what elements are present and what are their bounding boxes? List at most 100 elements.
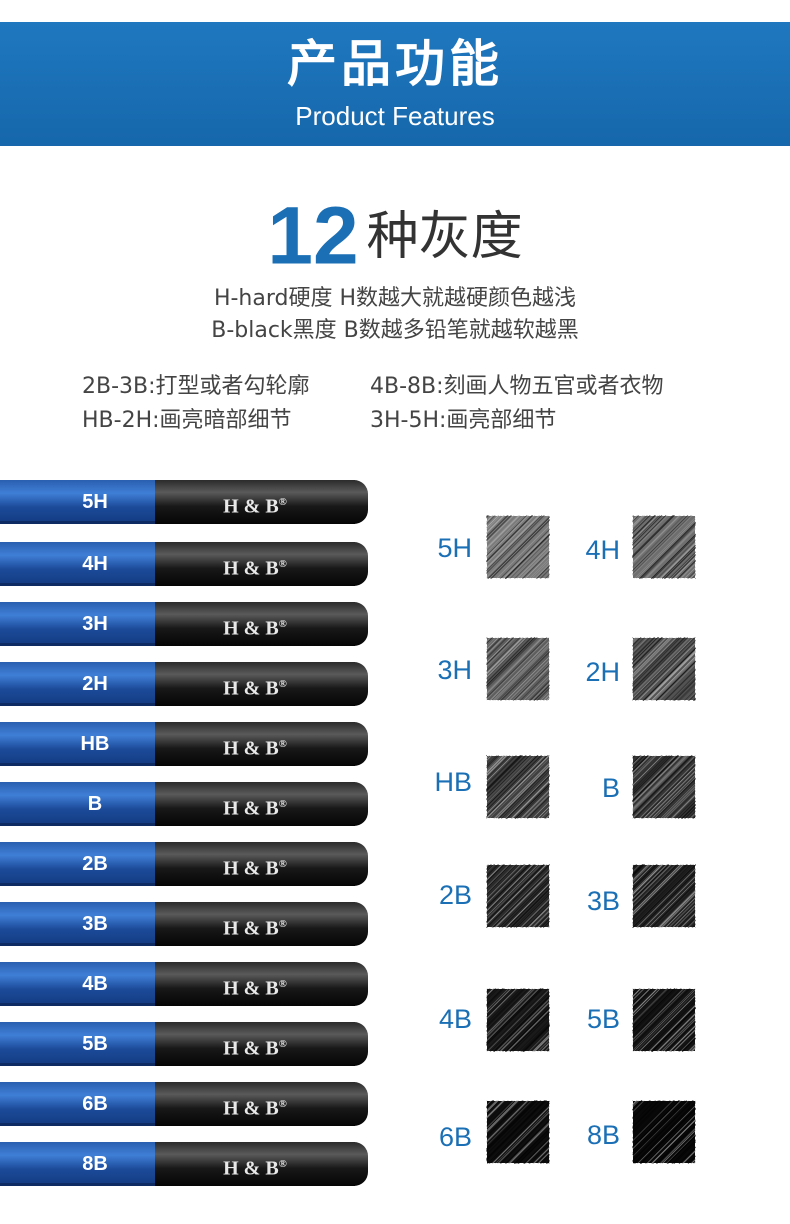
pencil-end-cap (346, 602, 368, 646)
pencil-grade-label: 4B (82, 973, 108, 995)
brand-name: H & B (223, 557, 279, 580)
brand-name: H & B (223, 797, 279, 820)
brand-name: H & B (223, 917, 279, 940)
registered-mark: ® (278, 858, 287, 870)
pencil-end-cap (346, 962, 368, 1006)
description-black: B-black黑度 B数越多铅笔就越软越黑 (211, 318, 579, 343)
brand-name: H & B (223, 617, 279, 640)
pencil-grade-label: 5H (82, 491, 108, 513)
pencil-3b: 3B H & B® (0, 902, 370, 946)
brand-name: H & B (223, 1157, 279, 1180)
usage-2b-3b: 2B-3B:打型或者勾轮廓 (82, 374, 310, 399)
shade-swatch-5h (486, 515, 550, 579)
pencil-grade-label: 8B (82, 1153, 108, 1175)
banner-title: 产品功能 (287, 35, 503, 93)
swatch-label-6b: 6B (438, 1122, 472, 1152)
registered-mark: ® (278, 1098, 287, 1110)
brand-name: H & B (223, 737, 279, 760)
pencil-end-cap (346, 1022, 368, 1066)
pencil-end-cap (346, 662, 368, 706)
pencil-blue-body (0, 842, 155, 886)
usage-4b-8b: 4B-8B:刻画人物五官或者衣物 (370, 374, 664, 399)
pencil-brand-label: H & B® (200, 962, 310, 1006)
swatch-label-b: B (601, 773, 620, 803)
brand-name: H & B (223, 1097, 279, 1120)
pencil-brand-label: H & B® (200, 480, 310, 524)
pencil-blue-body (0, 480, 155, 524)
registered-mark: ® (278, 618, 287, 630)
swatch-label-hb: HB (434, 767, 472, 797)
pencil-brand-label: H & B® (200, 902, 310, 946)
pencil-5b: 5B H & B® (0, 1022, 370, 1066)
pencil-blue-body (0, 542, 155, 586)
banner-subtitle: Product Features (295, 101, 495, 131)
pencil-end-cap (346, 782, 368, 826)
pencil-end-cap (346, 902, 368, 946)
pencil-end-cap (346, 542, 368, 586)
pencil-blue-body (0, 902, 155, 946)
swatch-label-5b: 5B (586, 1004, 620, 1034)
swatch-label-3b: 3B (586, 886, 620, 916)
pencil-brand-label: H & B® (200, 662, 310, 706)
shade-swatch-hb (486, 755, 550, 819)
shade-swatch-8b (632, 1100, 696, 1164)
pencil-brand-label: H & B® (200, 542, 310, 586)
pencil-2h: 2H H & B® (0, 662, 370, 706)
pencil-blue-body (0, 962, 155, 1006)
brand-name: H & B (223, 677, 279, 700)
registered-mark: ® (278, 918, 287, 930)
pencil-black-body (155, 782, 355, 826)
swatch-label-2b: 2B (438, 880, 472, 910)
pencil-brand-label: H & B® (200, 782, 310, 826)
pencil-blue-body (0, 782, 155, 826)
pencil-brand-label: H & B® (200, 722, 310, 766)
grades-heading-text: 种灰度 (366, 206, 523, 267)
pencil-black-body (155, 962, 355, 1006)
shade-swatch-3b (632, 864, 696, 928)
pencil-grade-label: 5B (82, 1033, 108, 1055)
pencil-black-body (155, 662, 355, 706)
pencil-blue-body (0, 1082, 155, 1126)
pencil-grade-label: B (87, 793, 103, 815)
grades-heading: 12 种灰度 (0, 188, 790, 284)
pencil-4h: 4H H & B® (0, 542, 370, 586)
pencil-black-body (155, 722, 355, 766)
usage-3h-5h: 3H-5H:画亮部细节 (370, 408, 557, 433)
pencil-8b: 8B H & B® (0, 1142, 370, 1186)
pencil-grade-label: HB (80, 733, 110, 755)
pencil-end-cap (346, 722, 368, 766)
pencil-4b: 4B H & B® (0, 962, 370, 1006)
pencil-brand-label: H & B® (200, 842, 310, 886)
registered-mark: ® (278, 1038, 287, 1050)
brand-name: H & B (223, 495, 279, 518)
pencil-6b: 6B H & B® (0, 1082, 370, 1126)
pencil-black-body (155, 1142, 355, 1186)
pencil-black-body (155, 1022, 355, 1066)
pencil-blue-body (0, 662, 155, 706)
pencil-black-body (155, 842, 355, 886)
pencil-black-body (155, 902, 355, 946)
pencil-blue-body (0, 1142, 155, 1186)
shade-swatch-2b (486, 864, 550, 928)
pencil-end-cap (346, 842, 368, 886)
pencil-brand-label: H & B® (200, 1022, 310, 1066)
swatch-label-8b: 8B (586, 1120, 620, 1150)
swatch-label-3h: 3H (437, 655, 472, 685)
brand-name: H & B (223, 977, 279, 1000)
registered-mark: ® (278, 496, 287, 508)
pencil-5h: 5H H & B® (0, 480, 370, 524)
registered-mark: ® (278, 738, 287, 750)
usage-hb-2h: HB-2H:画亮暗部细节 (82, 408, 292, 433)
pencil-hb: HB H & B® (0, 722, 370, 766)
pencil-black-body (155, 480, 355, 524)
pencil-end-cap (346, 1082, 368, 1126)
brand-name: H & B (223, 857, 279, 880)
pencil-grade-label: 3H (82, 613, 108, 635)
pencil-grade-label: 2B (82, 853, 108, 875)
pencil-grade-label: 3B (82, 913, 108, 935)
shade-swatch-2h (632, 637, 696, 701)
pencil-blue-body (0, 722, 155, 766)
swatch-label-2h: 2H (585, 657, 620, 687)
shade-swatch-6b (486, 1100, 550, 1164)
shade-swatch-5b (632, 988, 696, 1052)
